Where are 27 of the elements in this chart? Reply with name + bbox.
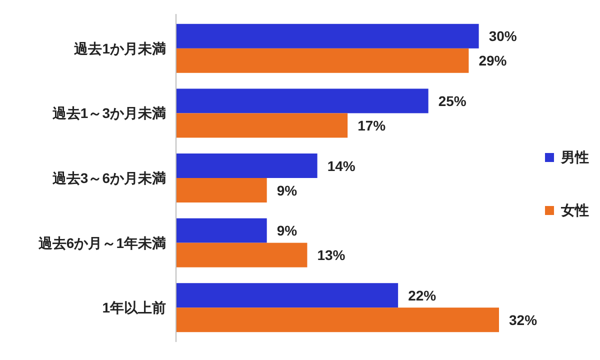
bar [176,48,469,73]
data-label: 29% [478,52,508,69]
data-label: 14% [327,158,356,174]
bar [176,154,318,178]
data-label: 9% [276,182,298,198]
data-label: 30% [488,28,518,44]
data-label: 17% [358,117,386,134]
bar [176,178,267,202]
bar [176,24,479,48]
bar [176,308,499,332]
data-label: 25% [438,92,467,109]
legend-label: 男性 [560,149,589,165]
bar [176,242,308,268]
y-tick-label: 過去6か月～1年未満 [37,234,166,251]
bar [176,113,348,138]
data-label: 22% [408,287,437,304]
y-tick-label: 1年以上前 [102,300,166,316]
bar [176,88,428,114]
bar [176,218,267,243]
data-label: 9% [276,222,298,239]
y-tick-label: 過去3～6か月未満 [51,170,166,186]
data-label: 13% [317,247,346,264]
y-tick-label: 過去1～3か月未満 [51,105,166,122]
bar [176,283,398,308]
legend-label: 女性 [560,202,589,218]
data-label: 32% [509,312,538,328]
y-tick-label: 過去1か月未満 [73,40,166,56]
